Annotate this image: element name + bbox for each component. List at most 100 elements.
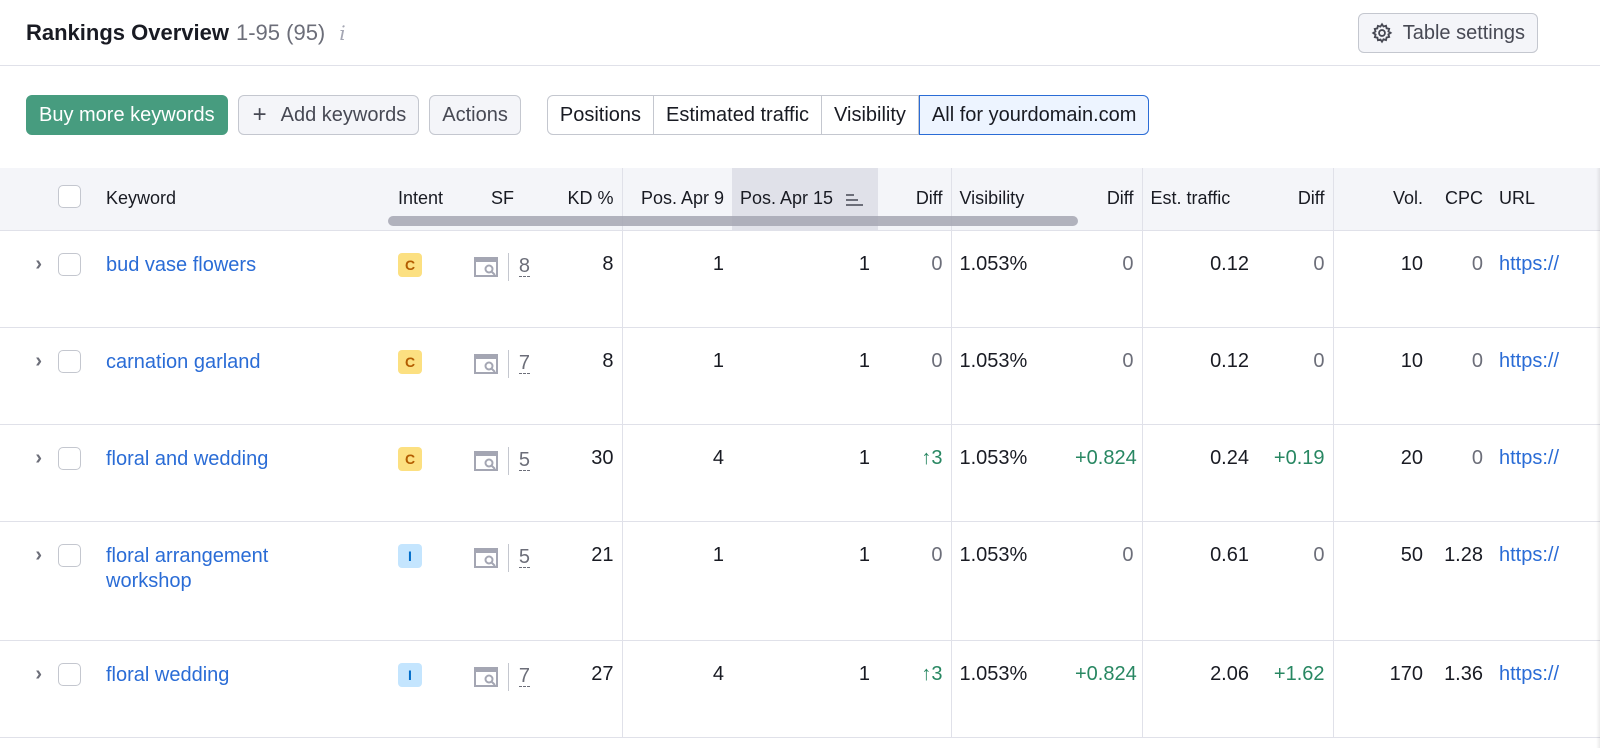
url-cell: https:// (1491, 327, 1600, 425)
divider (507, 543, 509, 572)
url-link[interactable]: https:// (1499, 349, 1560, 372)
table-row: › floral arrangement workshop I 5 21 1 1… (0, 521, 1600, 641)
divider (507, 662, 509, 691)
sf-count[interactable]: 8 (518, 255, 530, 277)
toolbar: Buy more keywords + Add keywords Actions… (0, 66, 1600, 164)
url-link[interactable]: https:// (1499, 662, 1560, 685)
col-url[interactable]: URL (1491, 168, 1600, 231)
table-settings-button[interactable]: Table settings (1357, 13, 1538, 53)
expand-toggle[interactable]: › (0, 327, 50, 425)
url-cell: https:// (1491, 521, 1600, 641)
table-row: › floral and wedding C 5 30 4 1 ↑3 1.053… (0, 424, 1600, 522)
pos-diff-cell: 0 (878, 521, 952, 641)
serp-features-icon[interactable] (473, 547, 498, 568)
col-cpc[interactable]: CPC (1431, 168, 1491, 231)
actions-button[interactable]: Actions (429, 95, 521, 135)
visibility-diff-cell: 0 (1067, 521, 1143, 641)
intent-badge[interactable]: I (398, 543, 422, 568)
pos-curr-cell: 1 (732, 230, 878, 328)
url-link[interactable]: https:// (1499, 446, 1560, 469)
row-checkbox[interactable] (58, 252, 81, 276)
visibility-cell: 1.053% (951, 424, 1067, 522)
serp-features-icon[interactable] (473, 450, 498, 471)
keyword-link[interactable]: floral and wedding (106, 447, 269, 470)
keyword-link[interactable]: floral wedding (106, 663, 230, 686)
sf-cell: 8 (458, 230, 538, 328)
add-keywords-label: Add keywords (280, 103, 407, 126)
row-select (50, 640, 98, 738)
gear-icon (1371, 22, 1392, 44)
sf-count[interactable]: 5 (518, 449, 530, 471)
cpc-cell: 0 (1431, 424, 1491, 522)
row-checkbox[interactable] (58, 446, 81, 470)
horizontal-scrollbar[interactable] (388, 216, 1078, 226)
serp-features-icon[interactable] (473, 256, 498, 277)
serp-features-icon[interactable] (473, 666, 498, 687)
intent-badge[interactable]: C (398, 349, 422, 374)
expand-toggle[interactable]: › (0, 521, 50, 641)
sf-count[interactable]: 7 (518, 665, 530, 687)
expand-header (0, 168, 50, 231)
pos-prev-cell: 1 (622, 327, 732, 425)
chevron-right-icon: › (35, 662, 42, 685)
volume-cell: 20 (1333, 424, 1431, 522)
visibility-diff-cell: 0 (1067, 327, 1143, 425)
add-keywords-button[interactable]: + Add keywords (237, 95, 420, 135)
row-checkbox[interactable] (58, 662, 81, 686)
pos-curr-cell: 1 (732, 521, 878, 641)
intent-cell: C (390, 424, 458, 522)
pos-curr-cell: 1 (732, 640, 878, 738)
tab-all-for-domain[interactable]: All for yourdomain.com (918, 95, 1150, 135)
visibility-cell: 1.053% (951, 327, 1067, 425)
tab-visibility[interactable]: Visibility (822, 95, 919, 135)
volume-cell: 10 (1333, 230, 1431, 328)
tab-estimated-traffic[interactable]: Estimated traffic (654, 95, 823, 135)
view-segmented-control: Positions Estimated traffic Visibility A… (546, 95, 1150, 135)
kd-cell: 30 (538, 424, 623, 522)
volume-cell: 170 (1333, 640, 1431, 738)
col-keyword[interactable]: Keyword (98, 168, 390, 231)
intent-badge[interactable]: C (398, 446, 422, 471)
row-checkbox[interactable] (58, 543, 81, 567)
sf-count[interactable]: 7 (518, 352, 530, 374)
buy-more-keywords-button[interactable]: Buy more keywords (26, 95, 228, 135)
visibility-diff-cell: 0 (1067, 230, 1143, 328)
serp-features-icon[interactable] (473, 353, 498, 374)
traffic-cell: 2.06 (1142, 640, 1257, 738)
volume-cell: 10 (1333, 327, 1431, 425)
row-select (50, 327, 98, 425)
keyword-cell: carnation garland (98, 327, 390, 425)
col-est-traffic[interactable]: Est. traffic (1142, 168, 1257, 231)
visibility-cell: 1.053% (951, 640, 1067, 738)
pos-diff-cell: 0 (878, 230, 952, 328)
intent-badge[interactable]: I (398, 662, 422, 687)
col-traffic-diff[interactable]: Diff (1257, 168, 1334, 231)
intent-cell: C (390, 327, 458, 425)
expand-toggle[interactable]: › (0, 230, 50, 328)
visibility-cell: 1.053% (951, 521, 1067, 641)
select-all-checkbox[interactable] (58, 184, 81, 208)
info-icon[interactable]: i (339, 20, 346, 45)
col-visibility-diff[interactable]: Diff (1067, 168, 1143, 231)
url-link[interactable]: https:// (1499, 252, 1560, 275)
url-cell: https:// (1491, 230, 1600, 328)
keyword-cell: floral arrangement workshop (98, 521, 390, 641)
pos-prev-cell: 4 (622, 424, 732, 522)
sf-count[interactable]: 5 (518, 546, 530, 568)
url-link[interactable]: https:// (1499, 543, 1560, 566)
expand-toggle[interactable]: › (0, 640, 50, 738)
pos-diff-cell: ↑3 (878, 424, 952, 522)
traffic-cell: 0.12 (1142, 230, 1257, 328)
row-checkbox[interactable] (58, 349, 81, 373)
expand-toggle[interactable]: › (0, 424, 50, 522)
keyword-link[interactable]: bud vase flowers (106, 253, 257, 276)
intent-cell: I (390, 640, 458, 738)
keyword-link[interactable]: carnation garland (106, 350, 261, 373)
traffic-diff-cell: +1.62 (1257, 640, 1334, 738)
keyword-link[interactable]: floral arrangement workshop (106, 544, 269, 592)
intent-badge[interactable]: C (398, 252, 422, 277)
col-volume[interactable]: Vol. (1333, 168, 1431, 231)
tab-positions[interactable]: Positions (546, 95, 655, 135)
traffic-cell: 0.24 (1142, 424, 1257, 522)
page-title: Rankings Overview (26, 19, 229, 45)
